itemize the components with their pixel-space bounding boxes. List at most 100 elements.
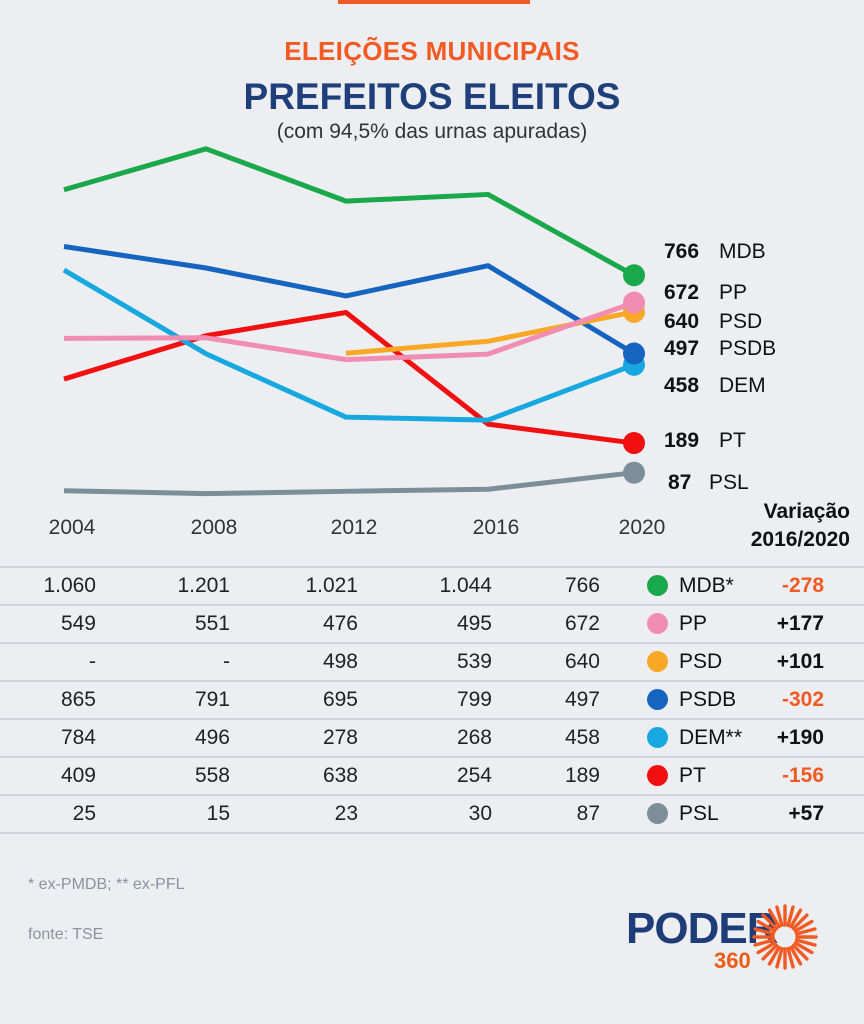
- series-line-pt: [63, 309, 635, 446]
- table-cell: 865: [60, 688, 96, 711]
- sun-ray: [791, 913, 809, 931]
- sun-ray: [761, 943, 779, 961]
- variation-value: +190: [776, 726, 824, 749]
- sun-ray: [753, 927, 776, 936]
- series-line-dem: [62, 267, 635, 423]
- chart-title: PREFEITOS ELEITOS: [243, 76, 621, 117]
- end-value-label: 189: [664, 429, 699, 452]
- end-series-label: DEM: [719, 374, 766, 397]
- end-value-label: 640: [664, 310, 699, 333]
- party-color-dot: [647, 765, 668, 786]
- party-name: PSDB: [679, 688, 737, 711]
- end-value-label: 497: [664, 337, 699, 360]
- footnote: * ex-PMDB; ** ex-PFL: [28, 876, 185, 893]
- table-cell: 254: [456, 764, 492, 787]
- table-row: 1.060 1.201 1.021 1.044 766 MDB* -278: [0, 566, 864, 604]
- sun-ray: [793, 941, 814, 955]
- table-cell: 495: [456, 612, 492, 635]
- table-cell: 640: [564, 650, 600, 673]
- x-tick-label: 2008: [191, 516, 238, 539]
- table-cell: 799: [456, 688, 492, 711]
- party-color-dot: [647, 727, 668, 748]
- series-line-psdb: [63, 244, 636, 356]
- table-cell: 496: [194, 726, 230, 749]
- party-color-dot: [647, 651, 668, 672]
- table-cell: -: [89, 650, 96, 673]
- party-color-dot: [647, 803, 668, 824]
- party-color-dot: [647, 689, 668, 710]
- variation-value: +177: [776, 612, 824, 635]
- series-end-marker-mdb: [623, 264, 645, 287]
- table-row: 25 15 23 30 87 PSL +57: [0, 794, 864, 834]
- table-cell: 87: [576, 802, 600, 825]
- table-row: 865 791 695 799 497 PSDB -302: [0, 680, 864, 718]
- end-value-label: 672: [664, 281, 699, 304]
- source-note: fonte: TSE: [28, 926, 104, 943]
- table-cell: 498: [322, 650, 358, 673]
- sun-ray: [767, 908, 781, 929]
- table-cell: 268: [456, 726, 492, 749]
- party-name: PP: [679, 612, 708, 635]
- variation-value: +101: [776, 650, 824, 673]
- end-series-label: PSL: [709, 471, 749, 494]
- table-row: 549 551 476 495 672 PP +177: [0, 604, 864, 642]
- end-series-label: PT: [719, 429, 746, 452]
- table-cell: 695: [322, 688, 358, 711]
- sun-ray: [786, 905, 795, 928]
- variation-value: -156: [781, 764, 824, 787]
- table-cell: 25: [72, 802, 96, 825]
- x-tick-label: 2016: [473, 516, 520, 539]
- table-cell: 458: [564, 726, 600, 749]
- end-series-label: PSD: [719, 310, 762, 333]
- party-color-dot: [647, 613, 668, 634]
- sun-ray: [767, 945, 781, 966]
- logo-number: 360: [714, 948, 751, 973]
- sun-center: [776, 928, 794, 946]
- sun-ray: [791, 943, 809, 961]
- end-value-label: 87: [668, 471, 691, 494]
- kicker: ELEIÇÕES MUNICIPAIS: [284, 36, 580, 66]
- table-cell: 1.044: [439, 574, 492, 597]
- party-color-dot: [647, 575, 668, 596]
- table-row: - - 498 539 640 PSD +101: [0, 642, 864, 680]
- x-tick-label: 2004: [49, 516, 96, 539]
- variation-value: -302: [781, 688, 824, 711]
- variation-header-line1: Variação: [763, 500, 850, 523]
- table-cell: 189: [564, 764, 600, 787]
- chart-subtitle: (com 94,5% das urnas apuradas): [276, 120, 588, 143]
- end-series-label: PP: [719, 281, 747, 304]
- sun-ray: [794, 938, 817, 947]
- variation-header: Variação 2016/2020: [751, 498, 850, 554]
- table-cell: 672: [564, 612, 600, 635]
- variation-value: +57: [788, 802, 824, 825]
- table-cell: 551: [194, 612, 230, 635]
- top-accent-bar: [338, 0, 530, 4]
- x-tick-label: 2012: [331, 516, 378, 539]
- table-cell: 791: [194, 688, 230, 711]
- party-name: PSD: [679, 650, 723, 673]
- sun-ray: [756, 941, 777, 955]
- party-name: MDB*: [679, 574, 734, 597]
- sun-ray: [793, 919, 814, 933]
- series-end-marker-pp: [623, 291, 645, 314]
- table-row: 409 558 638 254 189 PT -156: [0, 756, 864, 794]
- sun-ray: [775, 946, 784, 969]
- table-cell: 278: [322, 726, 358, 749]
- table-cell: 497: [564, 688, 600, 711]
- sun-ray: [756, 919, 777, 933]
- table-cell: 638: [322, 764, 358, 787]
- end-series-label: MDB: [719, 240, 766, 263]
- table-row: 784 496 278 268 458 DEM** +190: [0, 718, 864, 756]
- sun-ray: [753, 938, 776, 947]
- party-name: PSL: [679, 802, 719, 825]
- x-tick-label: 2020: [619, 516, 666, 539]
- series-end-marker-psl: [623, 461, 645, 484]
- table-cell: 539: [456, 650, 492, 673]
- sun-ray: [794, 927, 817, 936]
- table-cell: 1.060: [43, 574, 96, 597]
- series-line-pp: [63, 300, 635, 363]
- variation-header-line2: 2016/2020: [750, 528, 850, 551]
- sun-ray: [775, 905, 784, 928]
- table-cell: 409: [60, 764, 96, 787]
- table-cell: 558: [194, 764, 230, 787]
